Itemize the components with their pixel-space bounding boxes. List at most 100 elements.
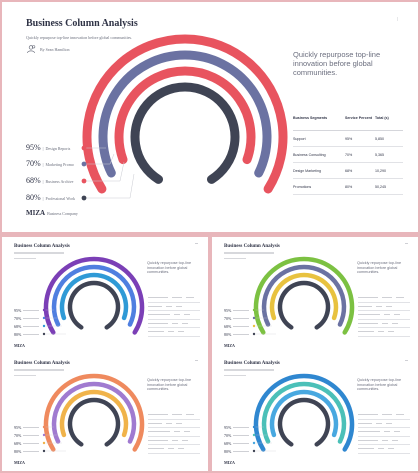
thumb-subtitle-line	[224, 369, 274, 371]
legend-dot	[252, 449, 256, 453]
legend-label: Business Archive	[45, 179, 74, 184]
thumb-table	[358, 294, 410, 337]
author-icon	[27, 45, 36, 54]
table-row	[148, 428, 200, 437]
ring-arc	[277, 397, 331, 447]
thumbnail-slide-purple[interactable]: Business Column Analysis Quickly repurpo…	[2, 237, 208, 354]
ring-arc	[253, 256, 355, 335]
legend-item: 80% | Professional Work	[26, 193, 75, 202]
ring-arc	[59, 389, 129, 438]
thumb-legend-item: 68%	[14, 324, 40, 329]
legend-percent: 70%	[26, 159, 41, 168]
table-cell: 5,850	[375, 136, 384, 141]
ring-arc	[51, 381, 137, 444]
thumb-legend-item: 68%	[224, 324, 250, 329]
legend-dot	[252, 441, 256, 445]
legend-dot	[42, 433, 46, 437]
thumb-legend-item: 68%	[14, 441, 40, 446]
ring-arc	[130, 82, 240, 184]
table-cell: 95%	[345, 136, 353, 141]
legend-item: 70% | Marketing Promo	[26, 159, 74, 168]
table-cell: Promotions	[293, 184, 312, 189]
legend-dot	[42, 425, 46, 429]
table-cell: 80%	[345, 184, 353, 189]
table-header-row: Business Segments Service Percent Total …	[293, 116, 403, 131]
table-cell: 68%	[345, 168, 353, 173]
thumb-table	[148, 294, 200, 337]
thumb-table	[358, 411, 410, 454]
ring-arc	[59, 272, 129, 321]
thumb-legend-item: 80%	[224, 332, 250, 337]
table-row: Business Consulting 70% 5,365	[293, 147, 403, 163]
thumb-title: Business Column Analysis	[224, 361, 280, 366]
table-row	[148, 294, 200, 303]
thumb-legend-item: 95%	[14, 425, 40, 430]
ring-arc	[261, 381, 347, 444]
thumb-brand: MIZA	[14, 460, 25, 465]
thumb-page-marker	[195, 243, 198, 244]
ring-arc	[67, 397, 121, 447]
brand-logo: MIZA Business Company	[26, 209, 78, 217]
thumb-author-line	[14, 258, 36, 260]
legend-percent: 68%	[26, 176, 41, 185]
thumb-brand: MIZA	[14, 343, 25, 348]
table-row	[358, 328, 410, 337]
ring-arc	[114, 66, 256, 165]
thumb-page-marker	[405, 360, 408, 361]
thumb-legend-item: 70%	[14, 433, 40, 438]
table-cell: Business Consulting	[293, 152, 326, 157]
table-row	[358, 294, 410, 303]
ring-arc	[269, 272, 339, 321]
thumb-legend-item: 80%	[14, 332, 40, 337]
table-row	[148, 437, 200, 445]
legend-dot	[42, 308, 46, 312]
table-row	[358, 303, 410, 311]
table-row	[358, 437, 410, 445]
thumb-ring-chart	[42, 256, 145, 336]
table-row	[148, 411, 200, 420]
legend-dot	[252, 433, 256, 437]
thumb-brand: MIZA	[224, 343, 235, 348]
legend-dot	[252, 316, 256, 320]
thumb-title: Business Column Analysis	[14, 244, 70, 249]
thumbnail-slide-blue[interactable]: Business Column Analysis Quickly repurpo…	[212, 354, 418, 471]
slide-title: Business Column Analysis	[26, 18, 138, 29]
thumb-tagline: Quickly repurpose top-line innovation be…	[147, 261, 192, 275]
ring-chart	[81, 34, 288, 201]
thumb-title: Business Column Analysis	[224, 244, 280, 249]
legend-dot	[252, 324, 256, 328]
legend-connector	[84, 173, 135, 199]
thumb-legend-item: 95%	[224, 308, 250, 313]
slide-subtitle: Quickly repurpose top-line innovation be…	[26, 35, 133, 40]
ring-arc	[43, 373, 145, 452]
legend-item: 68% | Business Archive	[26, 176, 74, 185]
table-row	[358, 320, 410, 328]
thumb-table	[148, 411, 200, 454]
table-row: Promotions 80% 50,245	[293, 179, 403, 195]
legend-item: 95% | Design Reports	[26, 143, 71, 152]
legend-dot	[252, 425, 256, 429]
table-cell: 70%	[345, 152, 353, 157]
thumbnail-slide-green[interactable]: Business Column Analysis Quickly repurpo…	[212, 237, 418, 354]
table-row	[358, 420, 410, 428]
thumb-legend-item: 68%	[224, 441, 250, 446]
thumb-legend-item: 70%	[224, 433, 250, 438]
thumb-tagline: Quickly repurpose top-line innovation be…	[357, 261, 402, 275]
thumb-ring-chart	[252, 256, 355, 336]
thumbnail-slide-orange[interactable]: Business Column Analysis Quickly repurpo…	[2, 354, 208, 471]
brand-subtitle: Business Company	[47, 211, 78, 216]
table-row: Design Marketing 68% 10,290	[293, 163, 403, 179]
thumb-brand: MIZA	[224, 460, 235, 465]
table-row	[358, 428, 410, 437]
legend-dot	[81, 161, 87, 167]
main-slide[interactable]: Business Column Analysis Quickly repurpo…	[2, 2, 418, 232]
table-header-segment: Business Segments	[293, 116, 328, 120]
ring-arc	[261, 264, 347, 327]
ring-arc	[82, 34, 288, 194]
thumb-author-line	[14, 375, 36, 377]
thumb-tagline: Quickly repurpose top-line innovation be…	[147, 378, 192, 392]
thumb-legend-item: 95%	[14, 308, 40, 313]
legend-label: Design Reports	[45, 146, 71, 151]
legend-dot	[81, 195, 87, 201]
legend-dot	[81, 178, 87, 184]
